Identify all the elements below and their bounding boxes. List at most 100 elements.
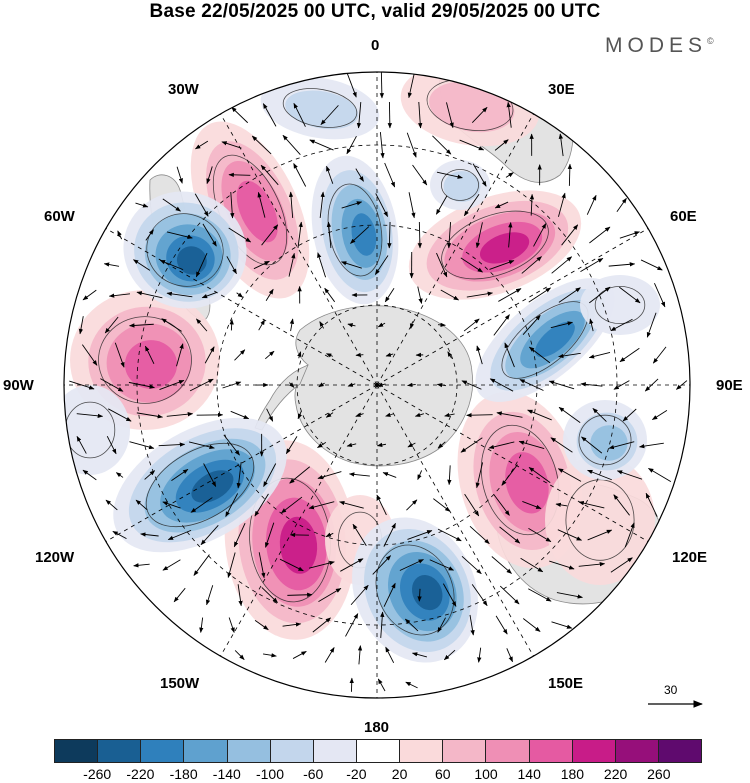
- wind-vector: [645, 492, 658, 517]
- vector-reference-value: 30: [664, 683, 678, 697]
- lon-label-150e: 150E: [548, 675, 584, 692]
- wind-vector: [140, 532, 159, 537]
- wind-vector: [133, 259, 151, 271]
- wind-vector: [472, 163, 487, 187]
- wind-vector: [384, 287, 395, 303]
- lon-label-60e: 60E: [670, 208, 697, 225]
- wind-vector: [312, 617, 331, 633]
- wind-vector: [437, 528, 462, 542]
- wind-vector: [491, 556, 512, 574]
- wind-vector: [117, 230, 123, 240]
- wind-vector: [556, 592, 583, 599]
- wind-vector: [282, 622, 302, 627]
- wind-vector: [279, 558, 304, 572]
- wind-vector: [81, 344, 98, 366]
- colorbar-tick-label: 20: [391, 766, 408, 782]
- wind-vector: [161, 318, 182, 332]
- wind-vector: [228, 172, 251, 178]
- wind-vector: [372, 555, 391, 575]
- wind-vector: [652, 346, 667, 364]
- wind-vector: [159, 259, 184, 271]
- wind-vector: [506, 101, 512, 128]
- wind-vector: [446, 102, 454, 129]
- wind-vector: [171, 468, 189, 482]
- wind-vector: [385, 352, 394, 357]
- wind-vector: [578, 562, 606, 567]
- wind-vector: [376, 442, 387, 448]
- colorbar-tick-label: 140: [517, 766, 541, 782]
- wind-vector: [418, 101, 423, 129]
- contour-line: [441, 210, 549, 280]
- vector-reference-arrow: [648, 700, 703, 708]
- wind-vector: [499, 526, 521, 544]
- anomaly-contour: [479, 232, 530, 264]
- wind-vector: [288, 252, 296, 277]
- wind-vector: [254, 493, 269, 517]
- wind-vector: [561, 224, 579, 246]
- colorbar-cell: [529, 740, 573, 762]
- anomaly-contour: [535, 321, 575, 358]
- wind-vector: [648, 467, 672, 483]
- colorbar-tick-label: -220: [126, 766, 155, 782]
- wind-vector: [619, 347, 640, 363]
- wind-vector: [234, 650, 245, 660]
- brand-text: MODES: [605, 34, 708, 57]
- wind-vector: [193, 554, 210, 576]
- wind-vector: [317, 252, 327, 278]
- wind-vector: [355, 412, 364, 417]
- wind-vector: [355, 352, 364, 358]
- wind-vector: [494, 139, 509, 151]
- wind-vector: [347, 323, 356, 328]
- wind-vector: [589, 318, 594, 332]
- wind-vector: [377, 322, 386, 328]
- wind-vector: [592, 408, 607, 422]
- wind-vector: [442, 583, 457, 607]
- wind-vector: [435, 195, 448, 215]
- colorbar-tick-labels: -260 -220 -180 -140 -100 -60 -20 20 60 100 140 180 2…: [54, 766, 702, 783]
- wind-vector: [475, 222, 483, 249]
- wind-vector: [557, 468, 582, 482]
- colorbar-tick-label: -260: [83, 766, 112, 782]
- wind-vector: [199, 617, 204, 634]
- anomaly-contour: [279, 516, 318, 574]
- wind-vector: [619, 231, 640, 239]
- wind-vector: [504, 342, 515, 368]
- wind-vector: [551, 256, 573, 274]
- wind-vector: [493, 314, 510, 336]
- wind-vector: [78, 316, 84, 335]
- wind-vector: [646, 312, 657, 338]
- wind-vector: [292, 651, 307, 659]
- wind-vector: [429, 559, 455, 571]
- wind-vector: [350, 584, 369, 606]
- wind-vector: [550, 437, 573, 453]
- wind-vector: [447, 351, 453, 359]
- wind-vector: [501, 464, 518, 486]
- wind-vector: [167, 529, 192, 541]
- wind-vector: [417, 221, 423, 249]
- wind-vector: [498, 288, 522, 302]
- wind-vector: [324, 647, 335, 663]
- wind-vector: [347, 382, 356, 387]
- wind-vector: [610, 557, 633, 573]
- wind-vector: [406, 499, 418, 511]
- wind-vector: [257, 191, 266, 218]
- wind-vector: [112, 530, 127, 540]
- wind-vector: [520, 557, 544, 573]
- wind-vector: [471, 106, 488, 123]
- wind-vector: [229, 319, 234, 331]
- wind-vector: [158, 442, 186, 447]
- landmass: [294, 305, 474, 467]
- wind-vector: [233, 522, 246, 548]
- wind-vector: [319, 191, 325, 218]
- map-frame: [63, 71, 691, 699]
- wind-vector: [348, 472, 370, 477]
- colorbar-tick-label: -100: [255, 766, 285, 782]
- wind-vector: [200, 524, 219, 546]
- wind-vector: [447, 465, 452, 486]
- wind-vector: [436, 382, 447, 388]
- colorbar-cell: [658, 740, 702, 762]
- wind-vector: [608, 262, 636, 267]
- wind-vector: [263, 463, 277, 487]
- lon-label-180: 180: [364, 719, 390, 736]
- wind-vector: [223, 434, 240, 456]
